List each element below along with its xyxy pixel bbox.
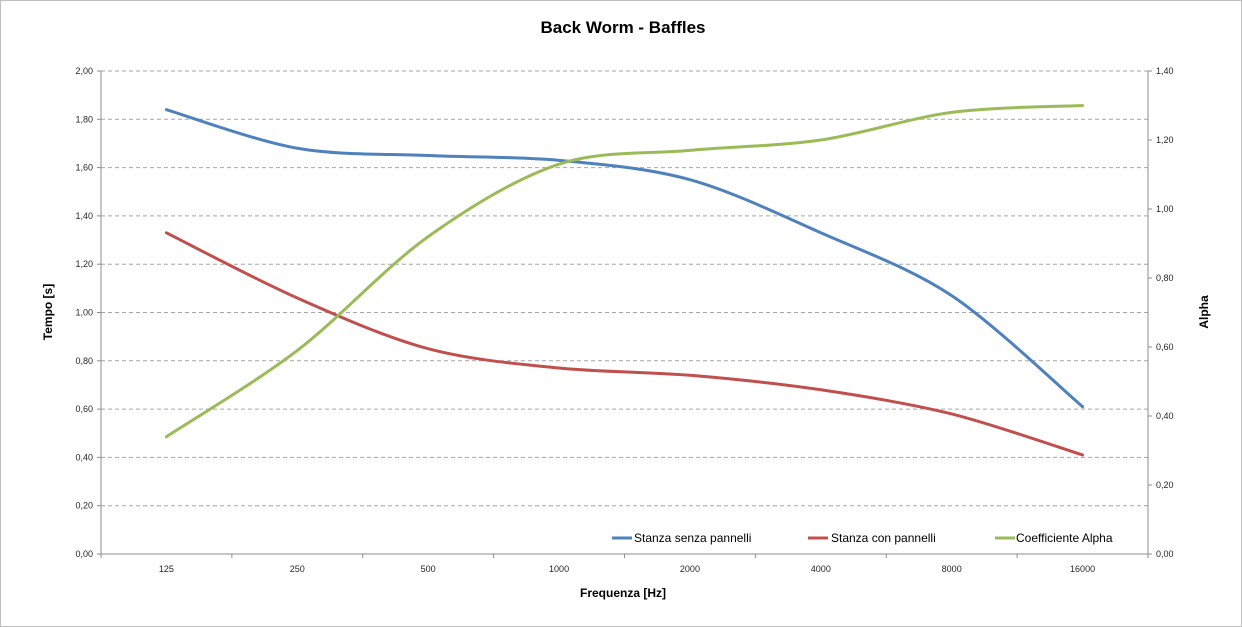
series-line-stanza-senza-pannelli — [164, 108, 1085, 409]
x-tick-label: 8000 — [942, 564, 962, 574]
y2-tick-label: 0,80 — [1156, 273, 1174, 283]
grid-layer — [101, 70, 1148, 507]
x-axis-title: Frequenza [Hz] — [580, 586, 666, 600]
y2-tick-label: 1,00 — [1156, 204, 1174, 214]
y-tick-label: 0,60 — [75, 404, 93, 414]
right-tick-labels: 0,00 0,20 0,40 0,60 0,80 1,00 1,20 1,40 — [1148, 66, 1174, 559]
legend-item-stanza-senza-pannelli: Stanza senza pannelli — [612, 531, 751, 545]
left-tick-labels: 0,00 0,20 0,40 0,60 0,80 1,00 1,20 1,40 1,60 1,80… — [75, 66, 101, 559]
series-line-stanza-con-pannelli — [164, 231, 1085, 457]
x-tick-label: 125 — [159, 564, 174, 574]
y-axis-left-title: Tempo [s] — [41, 284, 55, 340]
y-tick-label: 0,40 — [75, 452, 93, 462]
y2-tick-label: 0,20 — [1156, 480, 1174, 490]
y2-tick-label: 0,60 — [1156, 342, 1174, 352]
x-tick-label: 1000 — [549, 564, 569, 574]
y-tick-label: 1,00 — [75, 308, 93, 318]
x-tick-labels: 125 250 500 1000 2000 4000 8000 16000 — [100, 554, 1149, 574]
y-tick-label: 1,60 — [75, 163, 93, 173]
y2-tick-label: 1,20 — [1156, 135, 1174, 145]
legend-label-stanza-senza-pannelli: Stanza senza pannelli — [634, 531, 751, 545]
x-tick-label: 250 — [290, 564, 305, 574]
y-tick-label: 0,20 — [75, 501, 93, 511]
y-tick-label: 1,80 — [75, 114, 93, 124]
legend-label-coefficiente-alpha: Coefficiente Alpha — [1016, 531, 1113, 545]
y2-tick-label: 0,00 — [1156, 549, 1174, 559]
y-tick-label: 1,40 — [75, 211, 93, 221]
x-tick-label: 16000 — [1070, 564, 1095, 574]
legend-label-stanza-con-pannelli: Stanza con pannelli — [831, 531, 936, 545]
chart-title: Back Worm - Baffles — [540, 18, 705, 37]
x-tick-label: 4000 — [811, 564, 831, 574]
series-line-coefficiente-alpha — [164, 104, 1085, 439]
y-tick-label: 0,00 — [75, 549, 93, 559]
y-tick-label: 0,80 — [75, 356, 93, 366]
series-layer — [164, 104, 1085, 457]
legend: Stanza senza pannelli Stanza con pannell… — [612, 531, 1113, 545]
y-tick-label: 2,00 — [75, 66, 93, 76]
x-tick-label: 2000 — [680, 564, 700, 574]
legend-item-coefficiente-alpha: Coefficiente Alpha — [995, 531, 1113, 545]
x-tick-label: 500 — [421, 564, 436, 574]
y-tick-label: 1,20 — [75, 259, 93, 269]
y2-tick-label: 0,40 — [1156, 411, 1174, 421]
y-axis-right-title: Alpha — [1197, 295, 1211, 329]
y2-tick-label: 1,40 — [1156, 66, 1174, 76]
legend-item-stanza-con-pannelli: Stanza con pannelli — [808, 531, 936, 545]
